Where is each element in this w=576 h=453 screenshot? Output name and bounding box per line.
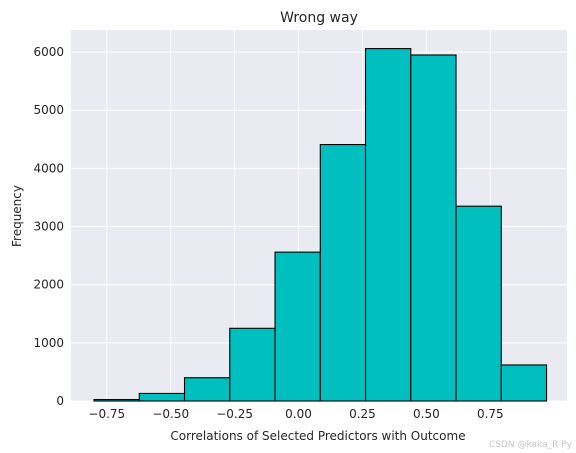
x-tick-label: 0.00 — [285, 407, 312, 421]
histogram-bar — [319, 144, 367, 402]
histogram-bar — [455, 205, 502, 402]
watermark: CSDN @kaka_R-Py — [488, 440, 572, 450]
y-tick-label: 2000 — [33, 278, 64, 292]
x-axis-label: Correlations of Selected Predictors with… — [170, 429, 465, 443]
y-tick-label: 0 — [56, 394, 64, 408]
histogram-bars — [93, 48, 548, 402]
y-tick-label: 4000 — [33, 161, 64, 175]
y-tick-label: 3000 — [33, 220, 64, 234]
histogram-bar — [93, 398, 140, 402]
x-tick-label: 0.75 — [477, 407, 504, 421]
y-tick-label: 6000 — [33, 45, 64, 59]
x-tick-label: −0.25 — [216, 407, 253, 421]
histogram-bar — [138, 392, 186, 402]
x-tick-label: 0.25 — [349, 407, 376, 421]
y-axis-label: Frequency — [10, 185, 24, 247]
histogram-bar — [229, 327, 276, 402]
y-tick-label: 5000 — [33, 103, 64, 117]
y-tick-label: 1000 — [33, 336, 64, 350]
x-tick-label: −0.50 — [152, 407, 189, 421]
histogram-bar — [500, 364, 548, 402]
x-tick-labels: −0.75 −0.50 −0.25 0.00 0.25 0.50 0.75 — [88, 407, 503, 421]
x-tick-label: 0.50 — [413, 407, 440, 421]
y-tick-labels: 0 1000 2000 3000 4000 5000 6000 — [33, 45, 64, 408]
histogram-bar — [410, 54, 457, 402]
x-tick-label: −0.75 — [88, 407, 125, 421]
chart-title: Wrong way — [280, 10, 358, 26]
histogram-bar — [183, 377, 231, 402]
histogram-bar — [274, 251, 321, 402]
histogram-bar — [364, 48, 412, 402]
